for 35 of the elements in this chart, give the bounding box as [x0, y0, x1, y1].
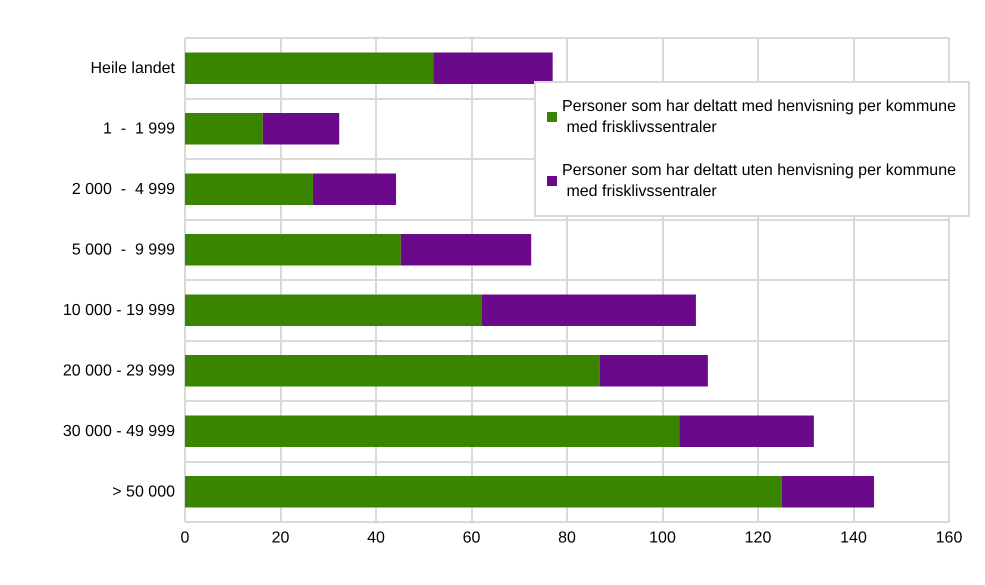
x-tick-label: 20	[272, 530, 290, 546]
x-tick-label: 80	[558, 530, 576, 546]
bar	[433, 52, 553, 84]
x-tick-label: 100	[649, 530, 676, 546]
y-tick-label: 10 000 - 19 999	[62, 302, 176, 319]
bar	[400, 234, 532, 266]
x-tick-label: 120	[744, 530, 772, 546]
y-tick-label: 1 - 1 999	[102, 120, 176, 138]
bar	[782, 476, 874, 508]
x-tick-label: 0	[180, 530, 190, 546]
bar	[185, 294, 482, 326]
y-tick-label: 30 000 - 49 999	[62, 422, 176, 440]
bar	[185, 174, 313, 205]
y-tick-label: Heile landet	[90, 60, 176, 77]
bar	[185, 234, 401, 266]
bar	[185, 113, 263, 144]
y-tick-label: 2 000 - 4 999	[72, 180, 176, 198]
x-tick-label: 40	[367, 530, 385, 546]
x-tick-label: 160	[936, 530, 962, 546]
legend-label: Personer som har deltatt med henvisning per kommune med frisklivssentraler	[562, 98, 956, 136]
bar	[482, 294, 696, 326]
bar	[185, 355, 600, 386]
bar	[679, 416, 814, 447]
bar	[185, 52, 434, 84]
legend-label: Personer som har deltatt uten henvisning per kommune med frisklivssentraler	[562, 162, 956, 200]
bar	[185, 416, 680, 447]
x-tick-label: 60	[462, 530, 480, 546]
bar	[600, 355, 708, 386]
bar	[312, 174, 396, 205]
y-tick-label: 20 000 - 29 999	[62, 362, 176, 380]
y-tick-label: 5 000 - 9 999	[72, 241, 176, 258]
y-tick-label: > 50 000	[112, 483, 176, 500]
bar	[185, 476, 782, 508]
bar	[262, 113, 340, 144]
x-tick-label: 140	[840, 530, 867, 546]
